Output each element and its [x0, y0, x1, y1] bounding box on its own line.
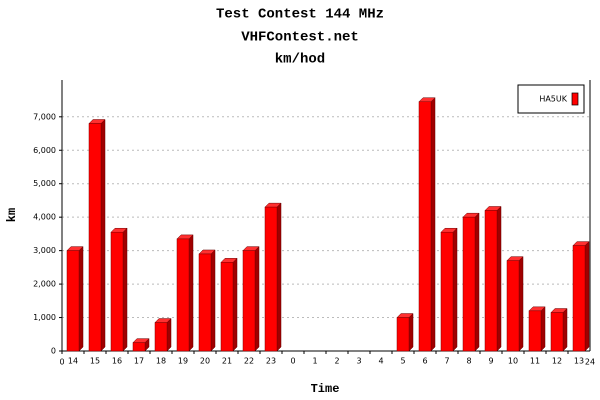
bar-side [100, 118, 106, 352]
bar-side [474, 212, 480, 352]
bar-side [540, 306, 546, 352]
bar [572, 245, 586, 352]
bar-side [452, 227, 458, 352]
bar [132, 342, 146, 352]
x-tick-label: 23 [266, 357, 276, 366]
x-tick-label: 5 [400, 357, 405, 366]
x-tick-label: 9 [488, 357, 493, 366]
x-tick-label: 21 [222, 357, 232, 366]
legend-swatch [571, 92, 579, 106]
x-tick-label: 16 [112, 357, 122, 366]
y-tick-label: 5,000 [33, 179, 56, 188]
x-tick-label: 15 [90, 357, 100, 366]
bar-side [430, 97, 436, 352]
x-tick-label: 17 [134, 357, 144, 366]
bar-side [518, 256, 524, 352]
bar-side [188, 234, 194, 352]
x-limit-label: 24 [585, 358, 595, 367]
x-tick-label: 14 [68, 357, 78, 366]
bar [440, 231, 454, 352]
y-axis-label: km [5, 208, 19, 222]
bar [396, 317, 410, 352]
y-tick-label: 1,000 [33, 313, 56, 322]
y-tick-label: 6,000 [33, 146, 56, 155]
bar-side [210, 249, 216, 352]
bar [484, 210, 498, 352]
x-limit-label: 0 [59, 358, 64, 367]
bar-side [584, 241, 590, 352]
y-tick-label: 3,000 [33, 246, 56, 255]
y-tick-label: 2,000 [33, 280, 56, 289]
bar [176, 238, 190, 352]
legend-label: HA5UK [539, 95, 567, 104]
bar [88, 123, 102, 352]
x-axis-label: Time [311, 382, 340, 396]
bar [110, 231, 124, 352]
x-tick-label: 2 [334, 357, 339, 366]
bar [462, 216, 476, 352]
bar [528, 310, 542, 352]
chart-subtitle: VHFContest.net [241, 30, 359, 46]
x-tick-label: 7 [444, 357, 449, 366]
bar [154, 322, 168, 352]
bar [220, 262, 234, 352]
x-tick-label: 6 [422, 357, 427, 366]
bar-side [562, 307, 568, 352]
y-tick-label: 4,000 [33, 213, 56, 222]
x-tick-label: 19 [178, 357, 188, 366]
bar-side [78, 246, 84, 352]
x-tick-label: 13 [574, 357, 584, 366]
chart-unit-title: km/hod [275, 52, 325, 68]
bar [550, 312, 564, 352]
x-tick-label: 4 [378, 357, 383, 366]
bar-side [166, 317, 172, 352]
bar-side [232, 257, 238, 352]
x-tick-label: 11 [530, 357, 540, 366]
y-tick-label: 7,000 [33, 112, 56, 121]
x-tick-label: 22 [244, 357, 254, 366]
bar [66, 250, 80, 352]
bar [264, 206, 278, 352]
x-tick-label: 0 [290, 357, 295, 366]
x-tick-label: 8 [466, 357, 471, 366]
y-tick-label: 0 [51, 347, 56, 356]
x-tick-label: 20 [200, 357, 210, 366]
bar-side [408, 312, 414, 352]
x-tick-label: 10 [508, 357, 518, 366]
bar [418, 101, 432, 352]
bar [198, 253, 212, 352]
x-tick-label: 18 [156, 357, 166, 366]
bar-side [254, 246, 260, 352]
bar-side [122, 227, 128, 352]
x-tick-label: 3 [356, 357, 361, 366]
bar-side [276, 202, 282, 352]
x-tick-label: 1 [312, 357, 317, 366]
chart-title: Test Contest 144 MHz [216, 7, 384, 23]
bar [242, 250, 256, 352]
x-tick-label: 12 [552, 357, 562, 366]
bar [506, 260, 520, 352]
bar-side [496, 205, 502, 352]
